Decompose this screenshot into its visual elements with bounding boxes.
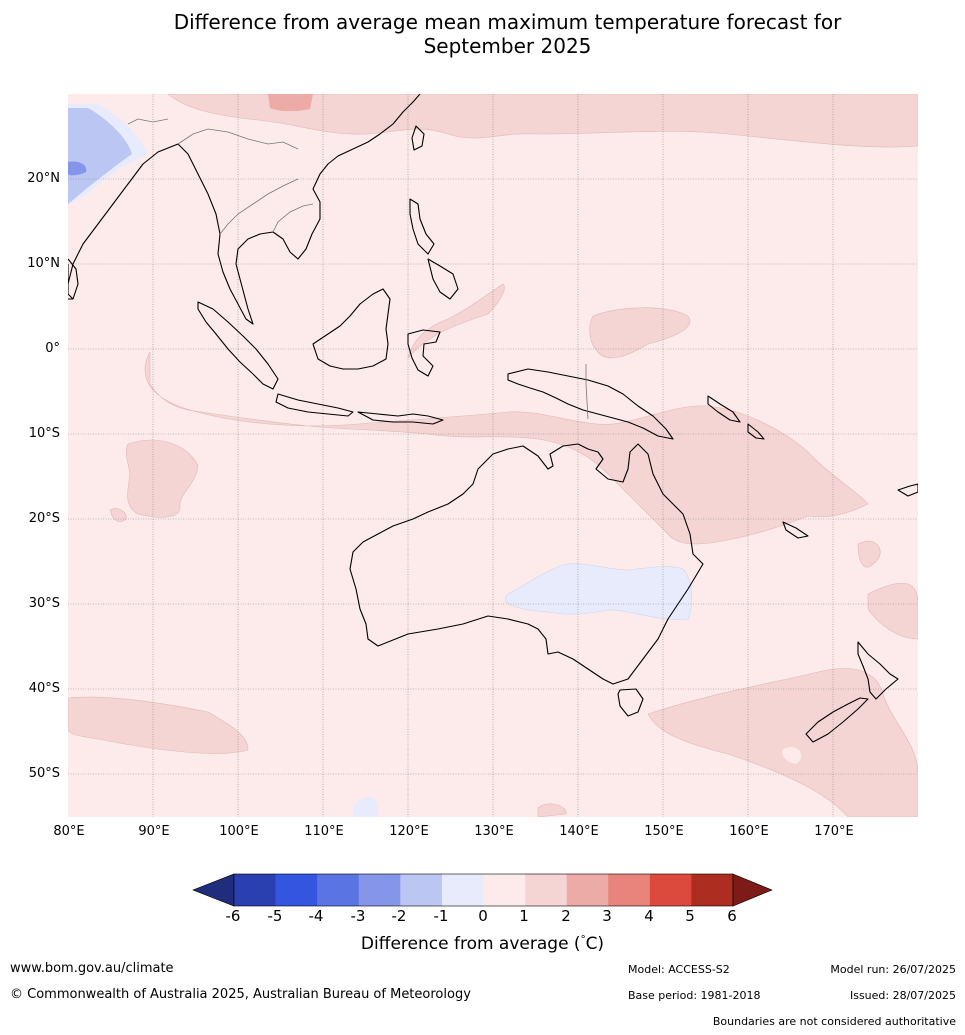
strong-warm-patch (268, 94, 313, 112)
base-period-text: Base period: 1981-2018 (628, 989, 761, 1002)
colorbar-title-degree: ° (580, 934, 586, 946)
lat-label-10n: 10°N (27, 256, 60, 271)
colorbar-title-text: Difference from average ( (360, 934, 581, 954)
colorbar-bin (483, 874, 526, 906)
colorbar-tick: 5 (685, 907, 695, 925)
boundaries-note: Boundaries are not considered authoritat… (712, 1015, 956, 1028)
colorbar-tick: -3 (350, 907, 366, 925)
issued-text: Issued: 28/07/2025 (849, 989, 956, 1002)
lat-label-50s: 50°S (28, 766, 60, 781)
lon-label-170e: 170°E (814, 824, 854, 839)
lat-label-20n: 20°N (27, 171, 60, 186)
colorbar-bin (358, 874, 401, 906)
model-text: Model: ACCESS-S2 (628, 963, 730, 976)
lon-label-150e: 150°E (644, 824, 684, 839)
lon-label-110e: 110°E (304, 824, 344, 839)
colorbar-tick: 1 (519, 907, 529, 925)
colorbar-bin (317, 874, 360, 906)
colorbar-tick: 4 (644, 907, 654, 925)
temperature-anomaly-map (68, 94, 918, 817)
lon-label-90e: 90°E (138, 824, 170, 839)
lon-label-100e: 100°E (219, 824, 259, 839)
lat-label-20s: 20°S (28, 511, 60, 526)
colorbar-bin (608, 874, 651, 906)
colorbar-tick: -2 (391, 907, 407, 925)
country-boundaries (127, 118, 589, 420)
colorbar-bin (400, 874, 443, 906)
colorbar-tick: 0 (478, 907, 488, 925)
lon-label-80e: 80°E (53, 824, 85, 839)
colorbar-tick: 6 (727, 907, 737, 925)
lat-label-30s: 30°S (28, 596, 60, 611)
map-title: Difference from average mean maximum tem… (0, 10, 965, 58)
copyright-text: © Commonwealth of Australia 2025, Austra… (10, 987, 471, 1002)
colorbar-bin (275, 874, 318, 906)
colorbar-title: Difference from average (°C) (190, 934, 775, 954)
lon-label-130e: 130°E (474, 824, 514, 839)
colorbar-bin (441, 874, 484, 906)
graticule (68, 94, 918, 817)
lon-label-140e: 140°E (559, 824, 599, 839)
colorbar-tick: 3 (602, 907, 612, 925)
warm-anomaly-regions (68, 94, 918, 817)
colorbar-above-max (732, 873, 773, 907)
lon-label-120e: 120°E (389, 824, 429, 839)
colorbar-tick: 2 (561, 907, 571, 925)
lat-label-40s: 40°S (28, 681, 60, 696)
colorbar-bin (649, 874, 692, 906)
colorbar-below-min (192, 873, 235, 907)
colorbar-title-unit: C) (585, 934, 605, 954)
title-line-1: Difference from average mean maximum tem… (173, 10, 842, 34)
colorbar-tick: -6 (225, 907, 241, 925)
colorbar-tick: -4 (308, 907, 324, 925)
title-line-2: September 2025 (423, 34, 592, 58)
colorbar-bin (525, 874, 567, 906)
lon-label-160e: 160°E (729, 824, 769, 839)
colorbar-tick: -5 (267, 907, 283, 925)
colorbar (192, 873, 773, 907)
lat-label-0: 0° (45, 341, 60, 356)
cool-anomaly-regions (68, 104, 802, 817)
coastlines (68, 94, 918, 743)
colorbar-bin (234, 874, 276, 906)
colorbar-bins (233, 873, 734, 907)
colorbar-tick: -1 (433, 907, 449, 925)
lat-label-10s: 10°S (28, 426, 60, 441)
colorbar-bin (691, 874, 734, 906)
colorbar-bin (566, 874, 609, 906)
model-run-text: Model run: 26/07/2025 (830, 963, 956, 976)
website-link[interactable]: www.bom.gov.au/climate (10, 961, 174, 976)
